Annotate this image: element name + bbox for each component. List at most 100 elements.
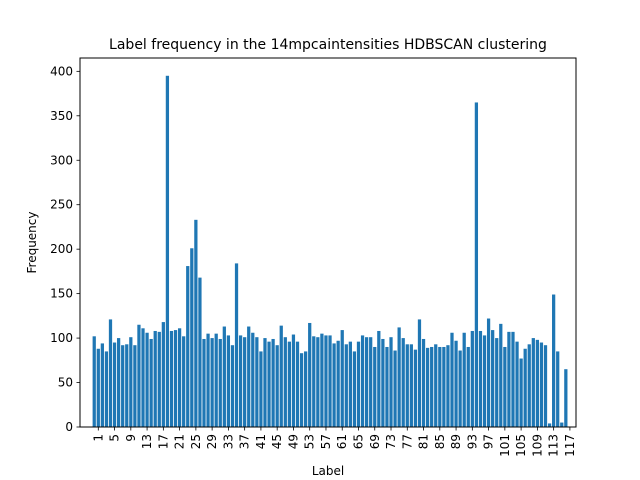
bar-label-39 (251, 332, 255, 427)
y-tick-label: 200 (50, 242, 73, 256)
bar-label-17 (161, 322, 165, 427)
bar-label-61 (340, 330, 344, 427)
x-tick-label: 21 (173, 434, 187, 449)
x-tick-label: 33 (221, 434, 235, 449)
x-tick-label: 113 (547, 434, 561, 457)
bar-label-93 (470, 330, 474, 427)
bar-label-1 (96, 348, 100, 427)
bar-label-96 (482, 335, 487, 427)
bar-label-42 (263, 338, 267, 427)
bar-label-31 (218, 338, 222, 427)
bar-label-3 (104, 351, 109, 427)
bar-label-78 (409, 344, 413, 427)
bar-label-85 (438, 346, 442, 427)
bar-label-67 (364, 337, 369, 427)
y-axis-ticks: 0 50 100 150 200 250 300 350 400 (50, 64, 80, 434)
bar-label-14 (149, 338, 153, 427)
y-tick-label: 350 (50, 109, 73, 123)
bar-label-40 (255, 337, 259, 427)
bar-label-47 (283, 337, 287, 427)
bar-label-90 (458, 350, 462, 427)
bar-label-26 (198, 277, 202, 427)
bar-label-115 (560, 422, 564, 427)
x-tick-label: 105 (514, 434, 528, 457)
bar-label-76 (401, 338, 405, 427)
x-tick-label: 1 (91, 434, 105, 442)
bar-label-113 (552, 294, 556, 427)
bar-series (92, 75, 568, 428)
bar-label-72 (385, 346, 389, 427)
bar-label-12 (141, 328, 145, 427)
bar-label-95 (478, 330, 483, 427)
bar-label-16 (157, 331, 161, 427)
bar-label-112 (547, 423, 552, 427)
bar-label-82 (425, 347, 430, 427)
bar-label-19 (169, 330, 174, 427)
bar-label-86 (442, 346, 446, 427)
bar-label-8 (125, 344, 129, 427)
bar-label-20 (173, 330, 178, 427)
bar-label-38 (247, 326, 251, 427)
bar-label-7 (121, 345, 125, 427)
bar-label-60 (336, 340, 340, 427)
bar-label-62 (344, 344, 348, 427)
bar-label-83 (430, 346, 434, 427)
x-tick-label: 29 (205, 434, 219, 449)
bar-label-102 (507, 331, 511, 427)
bar-label-65 (356, 341, 361, 427)
bar-label-111 (543, 345, 548, 427)
bar-label-54 (312, 336, 316, 427)
bar-label-97 (486, 318, 491, 427)
bar-label-46 (279, 325, 283, 427)
bar-label-45 (275, 345, 279, 427)
x-tick-label: 93 (465, 434, 479, 449)
x-tick-label: 49 (286, 434, 300, 449)
bar-label-30 (214, 333, 218, 427)
bar-label-0 (92, 336, 96, 427)
bar-label-107 (527, 344, 531, 427)
bar-label-48 (287, 341, 292, 427)
x-tick-label: 77 (400, 434, 414, 449)
bar-label-51 (299, 353, 304, 427)
bar-label-37 (243, 337, 247, 427)
bar-label-11 (137, 324, 141, 427)
bar-label-70 (377, 330, 381, 427)
bar-label-44 (271, 338, 275, 427)
bar-label-53 (308, 322, 312, 427)
bar-label-15 (153, 330, 157, 427)
x-tick-label: 97 (482, 434, 496, 449)
bar-label-4 (108, 319, 113, 427)
x-tick-label: 57 (319, 434, 333, 449)
x-tick-label: 17 (156, 434, 170, 449)
x-tick-label: 109 (530, 434, 544, 457)
bar-label-28 (206, 333, 210, 427)
bar-label-35 (234, 263, 239, 427)
y-tick-label: 0 (65, 420, 73, 434)
bar-label-84 (434, 344, 438, 427)
bar-label-57 (324, 335, 328, 427)
y-tick-label: 150 (50, 287, 73, 301)
plot-frame (79, 57, 577, 428)
bar-label-10 (133, 345, 137, 427)
x-axis-label: Label (312, 464, 344, 478)
bar-label-27 (202, 338, 206, 427)
bar-label-80 (417, 319, 422, 427)
x-tick-label: 41 (254, 434, 268, 449)
bar-label-24 (190, 248, 194, 427)
y-tick-label: 50 (58, 376, 73, 390)
bar-label-5 (112, 342, 117, 427)
x-tick-label: 81 (417, 434, 431, 449)
bar-label-64 (352, 351, 357, 427)
bar-label-94 (474, 102, 479, 428)
bar-label-98 (491, 330, 495, 427)
bar-label-74 (393, 350, 397, 427)
bar-label-36 (238, 335, 243, 427)
bar-label-81 (421, 338, 426, 427)
bar-label-2 (100, 343, 104, 427)
bar-label-50 (295, 341, 300, 427)
bar-label-87 (446, 345, 450, 427)
bar-label-92 (466, 346, 470, 427)
bar-label-43 (267, 341, 271, 427)
